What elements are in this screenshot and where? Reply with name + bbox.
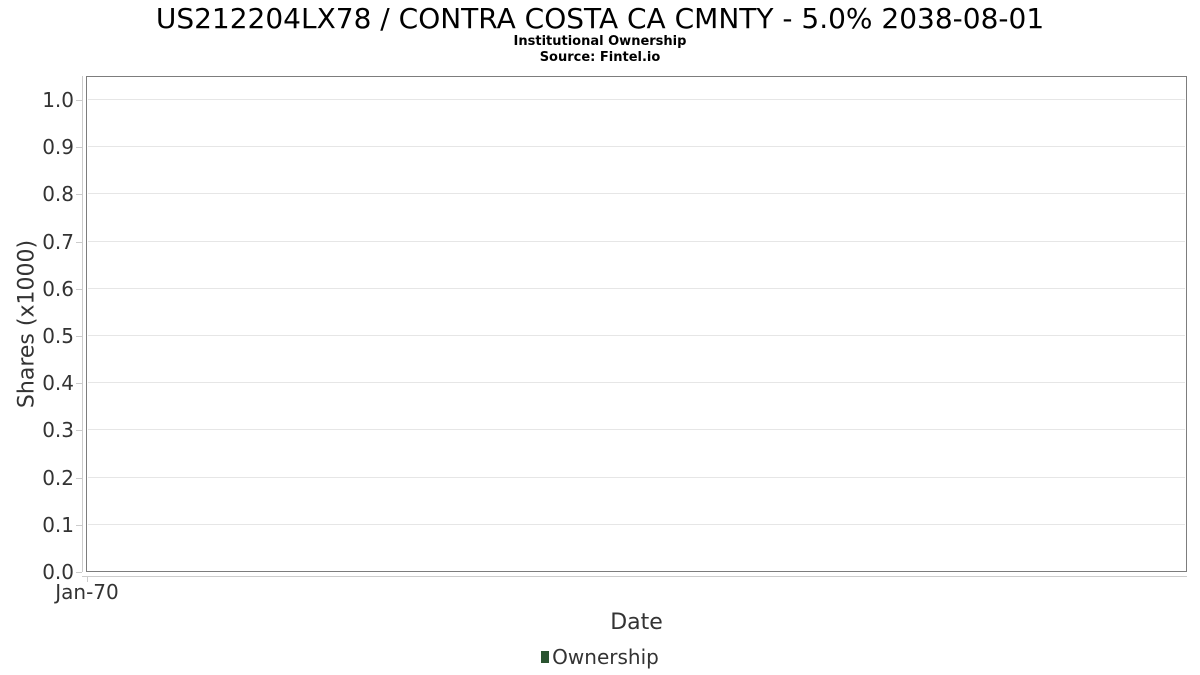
- y-tick-label: 0.3: [42, 418, 74, 443]
- y-tick-label: 0.5: [42, 324, 74, 348]
- y-tick-mark: [76, 147, 82, 149]
- y-tick-label: 0.4: [42, 371, 74, 396]
- y-tick-label: 0.6: [42, 276, 74, 301]
- legend-item-label: Ownership: [552, 645, 659, 669]
- y-tick-label: 1.0: [42, 88, 74, 112]
- y-tick-mark: [76, 100, 82, 101]
- ownership-series-marker-icon: [541, 651, 550, 663]
- y-gridline: [88, 240, 1185, 242]
- y-gridline: [88, 429, 1185, 431]
- x-axis-line: [82, 576, 1187, 577]
- y-gridline: [88, 476, 1185, 478]
- y-gridline: [88, 287, 1185, 289]
- y-tick-label: 0.1: [42, 512, 74, 537]
- x-tick-mark: [87, 576, 88, 582]
- y-tick-label: 0.8: [42, 182, 74, 207]
- chart-title: US212204LX78 / CONTRA COSTA CA CMNTY - 5…: [155, 2, 1045, 35]
- y-tick-mark: [76, 383, 82, 385]
- chart-source-credit: Source: Fintel.io: [539, 50, 661, 65]
- y-tick-label: 0.9: [42, 135, 74, 160]
- y-tick-mark: [76, 524, 82, 526]
- plot-area: [86, 76, 1187, 572]
- y-tick-label: 0.7: [42, 229, 74, 254]
- chart-legend: Ownership: [0, 645, 1200, 669]
- y-tick-mark: [76, 194, 82, 196]
- y-tick-mark: [76, 477, 82, 479]
- y-tick-mark: [76, 430, 82, 432]
- legend-item-ownership[interactable]: Ownership: [541, 645, 659, 669]
- y-tick-mark: [76, 572, 82, 573]
- y-gridline: [88, 193, 1185, 195]
- y-tick-mark: [76, 288, 82, 290]
- y-gridline: [88, 99, 1185, 100]
- y-tick-mark: [76, 336, 82, 337]
- y-tick-mark: [76, 241, 82, 243]
- y-axis-title: Shares (x1000): [14, 239, 40, 409]
- y-axis-line: [82, 76, 83, 572]
- x-tick-label: Jan-70: [55, 580, 119, 604]
- y-gridline: [88, 382, 1185, 384]
- x-axis-title: Date: [610, 610, 663, 635]
- y-gridline: [88, 335, 1185, 336]
- y-gridline: [88, 146, 1185, 148]
- y-gridline: [88, 523, 1185, 525]
- y-tick-label: 0.0: [42, 560, 74, 584]
- chart-subtitle: Institutional Ownership: [513, 34, 687, 49]
- y-tick-label: 0.2: [42, 465, 74, 490]
